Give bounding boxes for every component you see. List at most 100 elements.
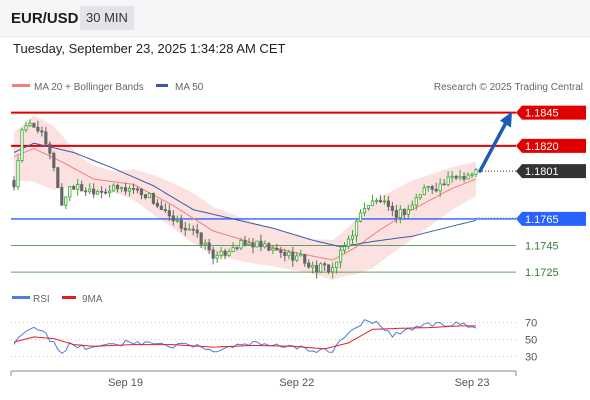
ma50-legend-swatch <box>156 84 168 87</box>
candle-body <box>171 215 175 222</box>
candle-body <box>454 175 458 179</box>
resistance-label-1.1820-tag <box>516 138 586 153</box>
candle-body <box>88 188 92 193</box>
candle-body <box>319 263 323 273</box>
chart-header: EUR/USD 30 MIN <box>0 0 590 37</box>
candle-body <box>123 187 128 192</box>
candle-body <box>295 255 299 261</box>
rsi-ma9-line <box>13 325 476 350</box>
candle-body <box>366 205 371 209</box>
candle-body <box>211 249 215 259</box>
candle-body <box>358 212 363 222</box>
price-levels <box>11 111 516 273</box>
current-label-1.1801: 1.1801 <box>525 166 559 178</box>
candle-body <box>143 194 148 199</box>
rsi-tick-50: 50 <box>525 335 537 347</box>
candle-body <box>311 265 315 268</box>
ma9-legend-swatch <box>62 296 76 299</box>
candle-body <box>303 253 307 264</box>
candle-body <box>390 206 394 211</box>
candle-body <box>72 186 76 190</box>
candle-body <box>466 174 470 180</box>
candle-body <box>263 243 267 248</box>
candle-body <box>243 240 247 246</box>
x-tick-label: Sep 23 <box>455 377 490 389</box>
candle-body <box>223 250 227 256</box>
candle-body <box>80 184 84 192</box>
candle-body <box>339 249 343 263</box>
candle-body <box>430 186 434 190</box>
rsi-grid: 70 50 30 <box>11 318 537 364</box>
candle-body <box>219 250 223 256</box>
rsi-line <box>13 319 477 355</box>
candle-body <box>354 220 359 237</box>
projection-arrow-head <box>500 111 512 128</box>
candle-body <box>60 187 64 206</box>
candle-body <box>108 190 112 194</box>
candle-body <box>442 183 446 186</box>
candle-body <box>187 228 191 231</box>
candle-body <box>131 188 136 190</box>
candle-body <box>135 188 140 191</box>
candle-body <box>32 122 36 128</box>
price-level-labels: 1.1845 1.1820 1.1801 1.1765 1.1745 1.1725 <box>516 105 586 279</box>
candle-body <box>111 184 116 192</box>
resistance-label-1.1845: 1.1845 <box>525 108 559 120</box>
candle-body <box>370 200 375 206</box>
timeframe-button[interactable]: 30 MIN <box>80 6 134 30</box>
candle-body <box>247 242 251 246</box>
candle-body <box>323 263 327 266</box>
candle-body <box>410 204 414 210</box>
candle-body <box>52 152 56 169</box>
candle-body <box>159 205 163 211</box>
candle-body <box>104 191 108 194</box>
timestamp: Tuesday, September 23, 2025 1:34:28 AM C… <box>13 41 286 56</box>
resistance-label-1.1845-tag <box>516 105 586 120</box>
candle-body <box>151 193 155 204</box>
candle-body <box>207 242 211 251</box>
candle-body <box>398 208 402 218</box>
candle-body <box>414 197 418 206</box>
candle-body <box>271 247 275 251</box>
ma50-line <box>13 142 477 248</box>
support-label-1.1745: 1.1745 <box>525 241 559 253</box>
candle-body <box>331 267 335 273</box>
candle-body <box>127 188 132 192</box>
candle-body <box>458 175 462 179</box>
candle-body <box>426 186 430 189</box>
candle-body <box>28 122 32 127</box>
candle-body <box>299 253 303 257</box>
candle-body <box>203 242 207 245</box>
rsi-lines <box>13 319 477 355</box>
candle-body <box>147 193 151 199</box>
candle-body <box>350 235 355 240</box>
ma20-legend-swatch <box>12 84 30 87</box>
pivot-label-1.1765: 1.1765 <box>525 214 559 226</box>
candle-body <box>163 209 167 212</box>
candle-body <box>100 190 104 193</box>
bollinger-band <box>14 115 476 281</box>
candle-body <box>179 219 183 229</box>
support-label-1.1725: 1.1725 <box>525 267 559 279</box>
candle-body <box>386 200 390 207</box>
rsi-tick-30: 30 <box>525 352 537 364</box>
candle-body <box>418 194 422 199</box>
candle-body <box>275 247 279 251</box>
rsi-legend-swatch <box>12 296 30 299</box>
ma50-legend-label: MA 50 <box>175 82 204 93</box>
candle-body <box>394 210 398 218</box>
candle-body <box>239 240 243 249</box>
candle-body <box>382 200 386 203</box>
candle-body <box>56 167 60 188</box>
candle-body <box>279 249 283 253</box>
pivot-label-1.1765-tag <box>516 211 586 226</box>
rsi-legend-label: RSI <box>33 294 50 305</box>
candle-body <box>231 247 235 252</box>
current-label-1.1801-tag <box>516 164 586 179</box>
candle-body <box>48 143 52 154</box>
candle-body <box>327 264 331 273</box>
symbol-label: EUR/USD <box>11 10 79 27</box>
candle-body <box>406 209 410 215</box>
x-tick-label: Sep 22 <box>279 377 314 389</box>
